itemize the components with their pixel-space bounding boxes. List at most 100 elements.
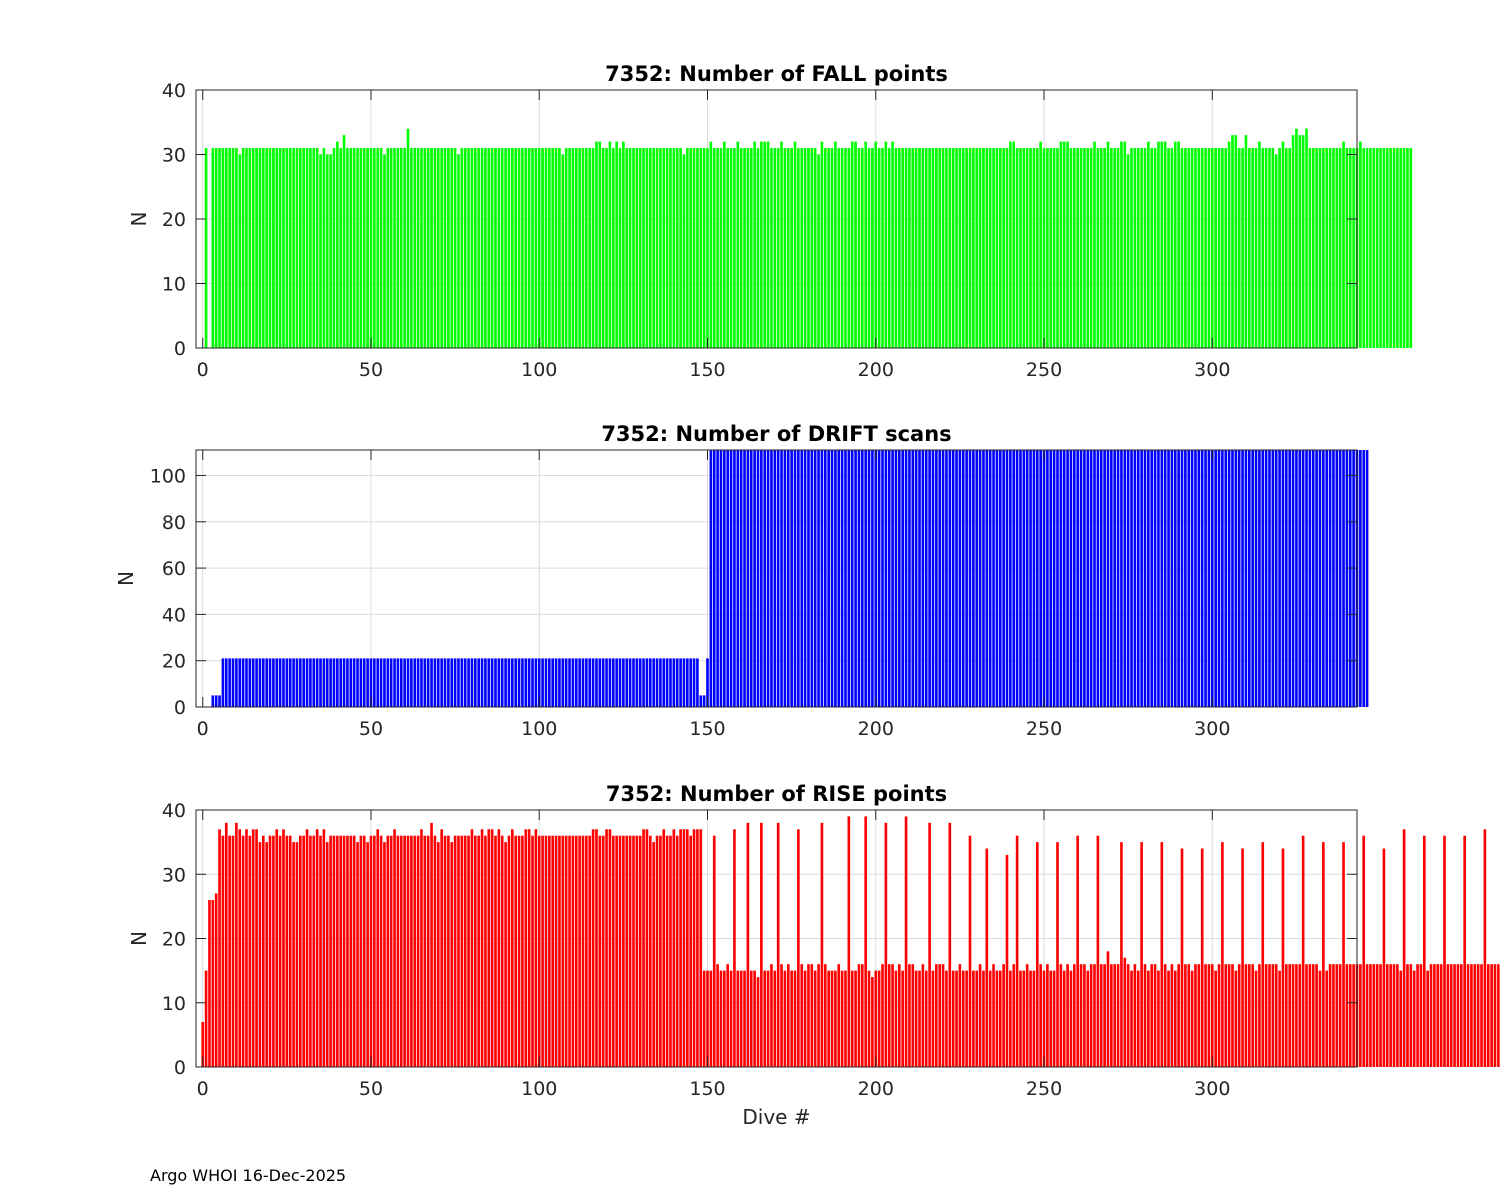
chart-3-bar: [1130, 970, 1133, 1068]
chart-1-bar: [548, 148, 551, 348]
chart-3-bar: [453, 835, 457, 1067]
chart-2-bar: [346, 658, 349, 707]
chart-2-bar: [702, 695, 706, 707]
chart-2-bar: [1291, 450, 1295, 707]
chart-1-bar: [366, 148, 369, 348]
chart-3-bar: [1200, 848, 1204, 1067]
chart-3-bar: [861, 964, 864, 1067]
chart-3-bar: [669, 835, 672, 1067]
chart-3-bar: [699, 829, 703, 1067]
chart-2-bar: [823, 450, 827, 707]
chart-1-bar: [1285, 148, 1288, 348]
chart-2-bar: [356, 658, 359, 707]
chart-3-bar: [1039, 964, 1042, 1067]
chart-2-bar: [339, 658, 343, 707]
chart-3-bar: [665, 835, 669, 1067]
chart-3-bar: [978, 964, 982, 1067]
chart-3-bar: [938, 964, 942, 1067]
chart-1-bar: [652, 148, 655, 348]
chart-3-bar: [834, 970, 837, 1068]
chart-3-bar: [1389, 964, 1392, 1067]
chart-3-bar: [921, 964, 925, 1067]
chart-3-bar: [898, 964, 901, 1067]
chart-2-bar: [258, 658, 262, 707]
chart-2-bar: [749, 450, 753, 707]
chart-3-bar: [696, 829, 699, 1067]
chart-2-bar: [1274, 450, 1278, 707]
chart-1-bar: [1315, 148, 1318, 348]
chart-2-bar: [450, 658, 454, 707]
chart-2-bar: [871, 450, 874, 707]
chart-2-bar: [332, 658, 336, 707]
chart-3-bar: [1416, 964, 1419, 1067]
chart-1-bar: [487, 148, 491, 348]
chart-2-bar: [1029, 450, 1032, 707]
chart-3-bar: [470, 829, 474, 1067]
chart-1-bar: [1385, 148, 1389, 348]
chart-2-bar: [571, 658, 575, 707]
chart-1-bar: [585, 148, 588, 348]
chart-2-bar: [958, 450, 962, 707]
chart-1-bar: [951, 148, 955, 348]
chart-2-bar: [413, 658, 417, 707]
chart-2-bar: [712, 450, 716, 707]
chart-3-bar: [652, 842, 655, 1068]
chart-2-bar: [1019, 450, 1022, 707]
chart-3-bar: [1153, 964, 1157, 1067]
chart-1-bar: [1049, 148, 1053, 348]
chart-1-bar: [1342, 141, 1345, 348]
chart-2-bar: [1325, 450, 1329, 707]
chart-1-bar: [447, 148, 450, 348]
chart-2-bar: [995, 450, 999, 707]
chart-2-bar: [507, 658, 511, 707]
chart-1-bar: [857, 148, 861, 348]
chart-3-bar: [457, 835, 460, 1067]
chart-1-bar: [834, 141, 837, 348]
chart-1-bar: [1086, 148, 1090, 348]
chart-3-bar: [221, 835, 225, 1067]
chart-1-bar: [726, 148, 730, 348]
chart-2-bar: [611, 658, 615, 707]
chart-2-y-tick-label: 40: [162, 604, 186, 626]
chart-3-bar: [1493, 964, 1497, 1067]
chart-3-bar: [1103, 964, 1106, 1067]
chart-1-bar: [635, 148, 639, 348]
chart-1-bar: [1241, 148, 1244, 348]
chart-1-bar: [1019, 148, 1022, 348]
chart-1-bar: [1035, 148, 1039, 348]
chart-1-bar: [433, 148, 437, 348]
chart-1-bar: [319, 154, 322, 348]
chart-3-bar: [840, 970, 844, 1068]
chart-1-bar: [1338, 148, 1342, 348]
chart-2-bar: [1120, 450, 1123, 707]
chart-3-bar: [1093, 964, 1096, 1067]
chart-3-bar: [1402, 829, 1406, 1067]
chart-1-bar: [884, 141, 888, 348]
chart-1-bar: [601, 148, 605, 348]
chart-1-bar: [1073, 148, 1076, 348]
chart-3-bar: [315, 829, 319, 1067]
chart-1-bar: [396, 148, 400, 348]
chart-2-bar: [1342, 450, 1345, 707]
chart-3-bar: [255, 829, 258, 1067]
chart-1-bar: [1389, 148, 1392, 348]
chart-3-bar: [1002, 964, 1005, 1067]
chart-1-bar: [645, 148, 649, 348]
chart-2-bar: [1083, 450, 1086, 707]
chart-2-bar: [480, 658, 484, 707]
chart-3-bar: [1005, 854, 1009, 1067]
chart-2-bar: [830, 450, 834, 707]
chart-2-bar: [652, 658, 655, 707]
chart-1-bar: [1187, 148, 1191, 348]
chart-3-bar: [1184, 964, 1187, 1067]
chart-1-bar: [638, 148, 642, 348]
chart-3-y-tick-label: 20: [162, 929, 186, 951]
chart-1-bar: [1274, 154, 1278, 348]
chart-3-bar: [1449, 964, 1453, 1067]
chart-1-bar: [477, 148, 480, 348]
chart-2-bar: [982, 450, 985, 707]
chart-2-bar: [679, 658, 682, 707]
chart-2-bar: [850, 450, 854, 707]
chart-3-bar: [790, 970, 793, 1068]
chart-3-bar: [706, 970, 709, 1068]
